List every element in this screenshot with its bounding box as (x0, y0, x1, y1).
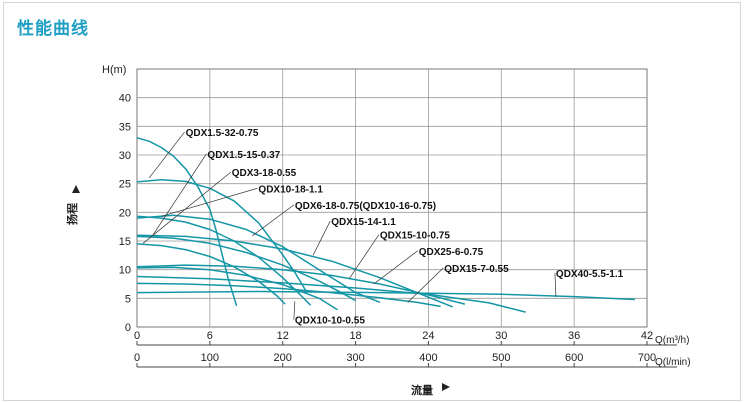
curve-label: QDX1.5-15-0.37 (207, 150, 280, 161)
x1-tick-label: 12 (277, 330, 289, 342)
curve-label: QDX10-18-1.1 (258, 184, 323, 195)
annotation-leader (252, 204, 295, 237)
annotation-leader (142, 171, 231, 244)
curve-label: QDX15-14-1.1 (331, 217, 396, 228)
y-tick-label: 40 (119, 93, 131, 105)
annotation-leader (152, 153, 207, 236)
x2-axis-label: Q(l/min) (655, 357, 691, 368)
x1-tick-label: 0 (134, 330, 140, 342)
x-axis-arrow-icon (442, 383, 450, 391)
y-tick-label: 5 (125, 293, 131, 305)
annotation-leader (148, 131, 185, 179)
x-axis-name: 流量 (411, 383, 433, 397)
curve-qdx1-5-15-0-37 (136, 243, 286, 305)
x1-tick-label: 24 (422, 330, 434, 342)
plot-area (136, 68, 648, 328)
x1-tick-label: 18 (349, 330, 361, 342)
x1-tick-label: 42 (641, 330, 653, 342)
annotation-leader (349, 234, 380, 279)
x2-tick-label: 400 (419, 352, 437, 364)
x1-tick-label: 30 (495, 330, 507, 342)
x2-tick-label: 200 (274, 352, 292, 364)
curve-label: QDX3-18-0.55 (232, 168, 297, 179)
y-tick-label: 30 (119, 150, 131, 162)
curve-qdx10-18-1-1 (136, 214, 381, 303)
y-tick-label: 0 (125, 322, 131, 334)
annotation-leader (373, 250, 418, 285)
x2-tick-label: 100 (201, 352, 219, 364)
y-tick-label: 20 (119, 207, 131, 219)
x2-tick-label: 700 (638, 352, 656, 364)
curve-label: QDX15-7-0.55 (444, 264, 509, 275)
curve-label: QDX10-10-0.55 (295, 316, 365, 327)
curve-qdx15-7-0-55 (136, 282, 441, 308)
y-tick-label: 35 (119, 121, 131, 133)
x1-axis-label: Q(m³/h) (655, 335, 689, 346)
curve-qdx1-5-32-0-75 (136, 137, 238, 307)
x1-tick-label: 6 (207, 330, 213, 342)
curve-qdx40-5-5-1-1 (136, 290, 635, 301)
y-tick-label: 15 (119, 236, 131, 248)
y-tick-label: 10 (119, 265, 131, 277)
annotation-leader (161, 187, 258, 217)
y-tick-label: 25 (119, 179, 131, 191)
curve-label: QDX6-18-0.75(QDX10-16-0.75) (295, 201, 436, 212)
curve-label: QDX15-10-0.75 (380, 231, 450, 242)
x2-tick-label: 0 (134, 352, 140, 364)
annotation-leader (554, 273, 557, 297)
x1-tick-label: 36 (568, 330, 580, 342)
annotation-leader (407, 267, 444, 303)
x2-tick-label: 500 (492, 352, 510, 364)
y-axis-unit-label: H(m) (102, 64, 126, 76)
curve-qdx6-18-0-75 (136, 178, 308, 293)
curve-qdx25-6-0-75 (136, 275, 526, 313)
page-title: 性能曲线 (17, 19, 89, 38)
annotation-leader (312, 220, 331, 256)
x2-tick-label: 300 (346, 352, 364, 364)
y-axis-arrow-icon (72, 185, 80, 193)
curve-label: QDX40-5.5-1.1 (556, 269, 624, 280)
annotation-leader (293, 301, 296, 320)
curve-qdx10-10-0-55 (136, 266, 338, 311)
x2-tick-label: 600 (565, 352, 583, 364)
y-axis-name: 扬程 (65, 203, 79, 225)
curve-label: QDX25-6-0.75 (419, 247, 484, 258)
curve-label: QDX1.5-32-0.75 (186, 128, 259, 139)
